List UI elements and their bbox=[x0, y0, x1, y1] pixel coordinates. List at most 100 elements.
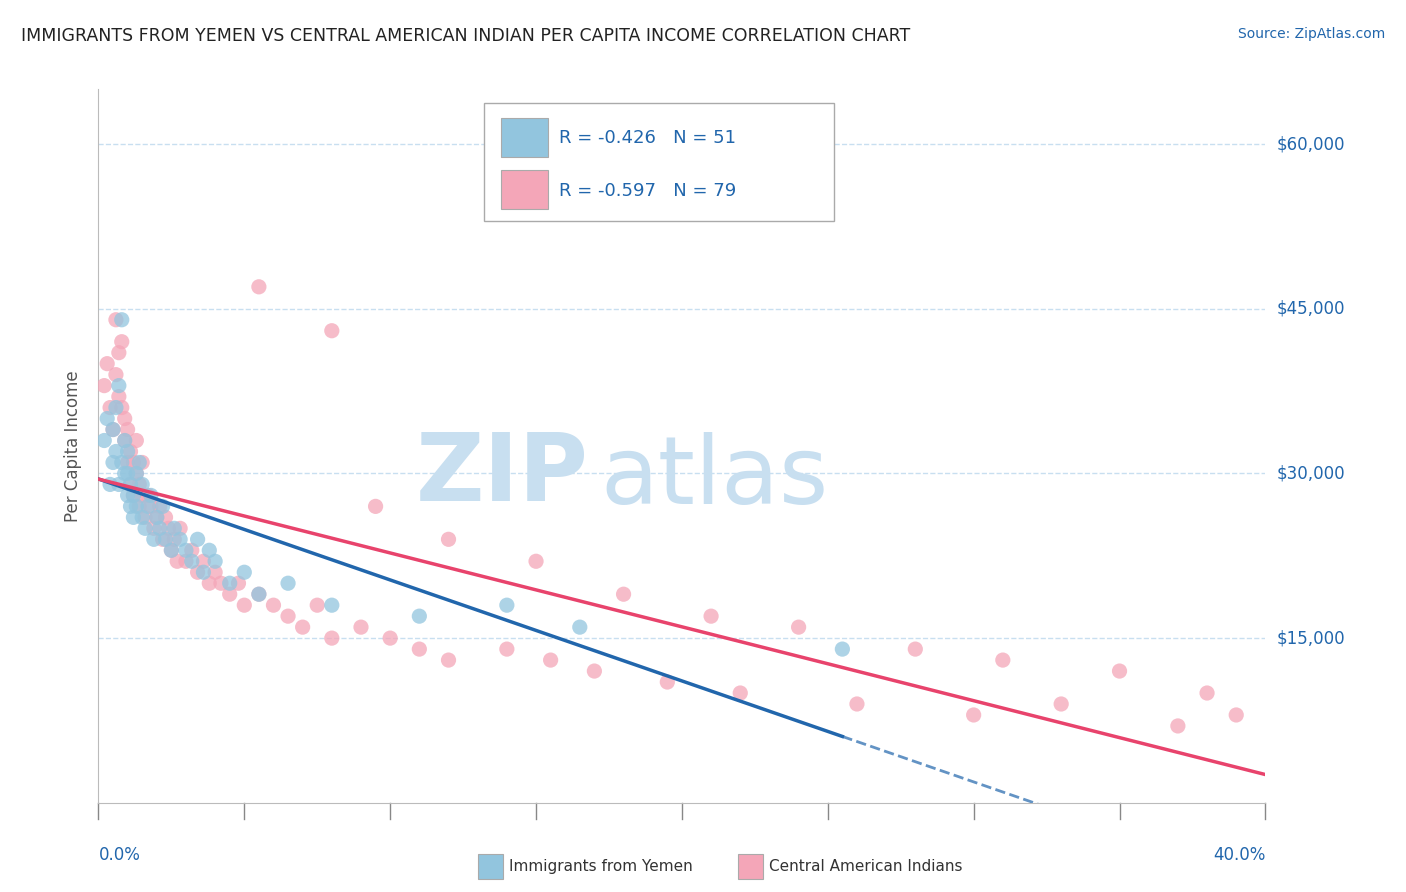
Point bbox=[174, 554, 197, 568]
Point bbox=[152, 533, 174, 547]
Point bbox=[437, 533, 460, 547]
Point bbox=[125, 467, 148, 481]
Point bbox=[1167, 719, 1189, 733]
Point bbox=[111, 334, 134, 349]
Point bbox=[155, 510, 177, 524]
Point bbox=[157, 521, 180, 535]
Point bbox=[378, 631, 402, 645]
Point bbox=[101, 423, 124, 437]
Point bbox=[111, 455, 134, 469]
Text: R = -0.597   N = 79: R = -0.597 N = 79 bbox=[560, 182, 737, 200]
Point bbox=[104, 368, 127, 382]
Point bbox=[364, 500, 387, 514]
Point bbox=[408, 609, 430, 624]
Point bbox=[495, 598, 517, 612]
Point bbox=[218, 576, 240, 591]
Point bbox=[117, 444, 139, 458]
Point bbox=[149, 521, 172, 535]
Point bbox=[524, 554, 547, 568]
Point bbox=[128, 455, 150, 469]
Point bbox=[98, 477, 121, 491]
Text: $30,000: $30,000 bbox=[1277, 465, 1346, 483]
Point bbox=[187, 566, 209, 580]
Point bbox=[247, 587, 270, 601]
Point bbox=[540, 653, 562, 667]
Point bbox=[233, 566, 256, 580]
Point bbox=[228, 576, 250, 591]
Point bbox=[218, 587, 240, 601]
Point bbox=[146, 510, 169, 524]
Point bbox=[209, 576, 232, 591]
Point bbox=[408, 642, 430, 657]
Point bbox=[125, 434, 148, 448]
Point bbox=[787, 620, 810, 634]
Point bbox=[117, 423, 139, 437]
Point bbox=[139, 488, 162, 502]
Point bbox=[108, 378, 131, 392]
Text: Source: ZipAtlas.com: Source: ZipAtlas.com bbox=[1237, 27, 1385, 41]
Point bbox=[321, 324, 343, 338]
Point bbox=[98, 401, 121, 415]
Point bbox=[180, 543, 202, 558]
Text: Central American Indians: Central American Indians bbox=[769, 859, 963, 873]
Point bbox=[111, 312, 134, 326]
Point bbox=[155, 533, 177, 547]
Point bbox=[700, 609, 723, 624]
Point bbox=[277, 609, 299, 624]
Point bbox=[101, 423, 124, 437]
Point bbox=[111, 401, 134, 415]
Point bbox=[583, 664, 606, 678]
Text: 0.0%: 0.0% bbox=[98, 846, 141, 863]
Point bbox=[845, 697, 868, 711]
Point bbox=[134, 521, 156, 535]
Point bbox=[93, 378, 115, 392]
Point bbox=[117, 455, 139, 469]
Point bbox=[160, 543, 183, 558]
Point bbox=[204, 554, 226, 568]
FancyBboxPatch shape bbox=[484, 103, 834, 221]
Point bbox=[657, 675, 679, 690]
Point bbox=[104, 312, 127, 326]
Point bbox=[93, 434, 115, 448]
Point bbox=[120, 444, 142, 458]
Point bbox=[350, 620, 373, 634]
Point bbox=[180, 554, 202, 568]
Point bbox=[120, 477, 142, 491]
Text: 40.0%: 40.0% bbox=[1213, 846, 1265, 863]
Point bbox=[193, 566, 215, 580]
Point bbox=[962, 708, 984, 723]
Point bbox=[728, 686, 751, 700]
Point bbox=[204, 566, 226, 580]
Point bbox=[169, 533, 191, 547]
Point bbox=[101, 455, 124, 469]
Point bbox=[122, 488, 145, 502]
Point bbox=[134, 510, 156, 524]
Point bbox=[122, 488, 145, 502]
Text: $15,000: $15,000 bbox=[1277, 629, 1346, 647]
Text: R = -0.426   N = 51: R = -0.426 N = 51 bbox=[560, 128, 737, 146]
Point bbox=[131, 510, 153, 524]
Point bbox=[96, 357, 118, 371]
Point bbox=[108, 390, 131, 404]
Point bbox=[321, 631, 343, 645]
Point bbox=[437, 653, 460, 667]
Point bbox=[612, 587, 634, 601]
Point bbox=[104, 444, 127, 458]
Point bbox=[247, 587, 270, 601]
Text: ZIP: ZIP bbox=[416, 428, 589, 521]
Point bbox=[114, 467, 136, 481]
Point bbox=[117, 467, 139, 481]
Point bbox=[114, 434, 136, 448]
Point bbox=[198, 576, 221, 591]
Point bbox=[291, 620, 314, 634]
Point bbox=[142, 533, 165, 547]
Point bbox=[142, 521, 165, 535]
Point bbox=[117, 488, 139, 502]
Point bbox=[166, 554, 188, 568]
Point bbox=[120, 500, 142, 514]
Point bbox=[568, 620, 591, 634]
Text: atlas: atlas bbox=[600, 432, 828, 524]
Point bbox=[904, 642, 927, 657]
Point bbox=[122, 510, 145, 524]
Point bbox=[307, 598, 329, 612]
